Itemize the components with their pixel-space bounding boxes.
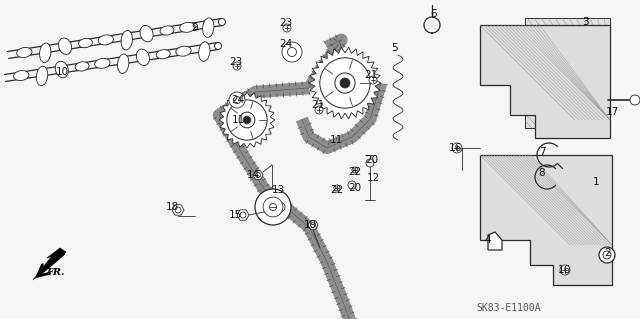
Circle shape <box>175 207 181 213</box>
Text: 19: 19 <box>303 220 317 230</box>
Text: 16: 16 <box>557 265 571 275</box>
Polygon shape <box>480 155 612 285</box>
Ellipse shape <box>58 38 72 55</box>
Text: 3: 3 <box>582 17 588 27</box>
Text: 23: 23 <box>280 18 292 28</box>
Ellipse shape <box>136 49 150 65</box>
Circle shape <box>603 251 611 259</box>
Text: 24: 24 <box>232 95 244 105</box>
Circle shape <box>630 95 640 105</box>
Circle shape <box>315 106 323 114</box>
Text: 5: 5 <box>390 43 397 53</box>
Circle shape <box>227 100 267 140</box>
Text: 2: 2 <box>605 248 611 258</box>
Circle shape <box>283 24 291 32</box>
Text: 11: 11 <box>232 115 244 125</box>
Polygon shape <box>308 221 318 229</box>
Text: 16: 16 <box>449 143 461 153</box>
Ellipse shape <box>156 50 170 59</box>
Circle shape <box>214 42 221 49</box>
Text: 22: 22 <box>330 185 344 195</box>
Circle shape <box>335 73 355 93</box>
Circle shape <box>352 167 358 173</box>
Ellipse shape <box>98 35 113 45</box>
Circle shape <box>369 76 377 84</box>
Circle shape <box>240 212 246 218</box>
Text: 22: 22 <box>348 167 362 177</box>
Text: 9: 9 <box>192 23 198 33</box>
Text: 20: 20 <box>348 183 362 193</box>
Polygon shape <box>488 232 502 250</box>
Circle shape <box>263 197 283 217</box>
Text: 21: 21 <box>312 100 324 110</box>
Ellipse shape <box>17 48 32 57</box>
Ellipse shape <box>79 38 92 48</box>
Text: 6: 6 <box>431 9 437 19</box>
Text: 21: 21 <box>364 70 378 80</box>
Text: 23: 23 <box>229 57 243 67</box>
Ellipse shape <box>180 22 195 32</box>
Text: FR.: FR. <box>46 268 65 277</box>
Ellipse shape <box>203 18 214 37</box>
Circle shape <box>255 189 291 225</box>
Text: 15: 15 <box>228 210 242 220</box>
Text: 12: 12 <box>366 173 380 183</box>
Polygon shape <box>480 25 610 138</box>
Text: 17: 17 <box>605 107 619 117</box>
Ellipse shape <box>36 66 48 86</box>
Circle shape <box>282 42 302 62</box>
Circle shape <box>218 19 225 26</box>
Circle shape <box>233 62 241 70</box>
Ellipse shape <box>75 62 89 71</box>
Circle shape <box>287 48 296 56</box>
Text: 14: 14 <box>246 170 260 180</box>
Ellipse shape <box>95 58 110 68</box>
Text: 4: 4 <box>484 235 492 245</box>
Polygon shape <box>309 47 381 119</box>
Text: 8: 8 <box>539 168 545 178</box>
Circle shape <box>310 222 316 227</box>
Ellipse shape <box>160 26 174 35</box>
Ellipse shape <box>176 46 191 56</box>
Circle shape <box>340 78 350 88</box>
Circle shape <box>275 202 285 212</box>
Ellipse shape <box>198 42 210 61</box>
Circle shape <box>320 58 370 108</box>
Text: 7: 7 <box>539 147 545 157</box>
Circle shape <box>269 204 276 211</box>
Circle shape <box>255 173 260 177</box>
Circle shape <box>599 247 615 263</box>
Circle shape <box>243 116 251 124</box>
Circle shape <box>229 92 245 108</box>
Ellipse shape <box>40 43 51 63</box>
Polygon shape <box>525 18 610 128</box>
Ellipse shape <box>121 31 132 50</box>
Text: 10: 10 <box>56 67 68 77</box>
Circle shape <box>234 96 241 104</box>
Polygon shape <box>33 248 66 280</box>
Ellipse shape <box>55 61 68 78</box>
Polygon shape <box>253 171 263 179</box>
Text: 11: 11 <box>330 135 342 145</box>
Ellipse shape <box>13 70 29 80</box>
Text: 20: 20 <box>365 155 379 165</box>
Ellipse shape <box>140 26 153 42</box>
Text: 1: 1 <box>593 177 599 187</box>
Text: 24: 24 <box>280 39 292 49</box>
Circle shape <box>560 265 570 275</box>
Circle shape <box>366 159 374 167</box>
Polygon shape <box>219 92 275 148</box>
Text: 18: 18 <box>165 202 179 212</box>
Polygon shape <box>237 210 249 220</box>
Ellipse shape <box>118 54 129 74</box>
Circle shape <box>348 181 356 189</box>
Text: 13: 13 <box>271 185 285 195</box>
Circle shape <box>239 112 255 128</box>
Circle shape <box>334 185 340 191</box>
Polygon shape <box>172 205 184 215</box>
Text: SK83-E1100A: SK83-E1100A <box>476 303 541 313</box>
Circle shape <box>452 143 462 153</box>
